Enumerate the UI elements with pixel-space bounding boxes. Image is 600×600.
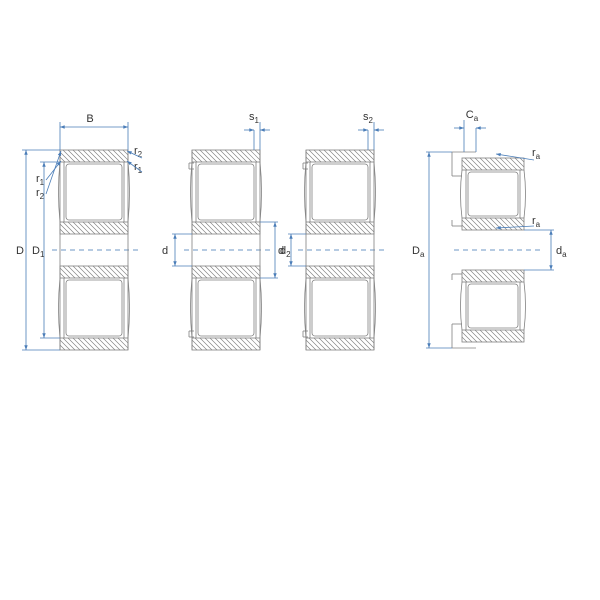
svg-text:r1: r1 xyxy=(36,173,45,187)
svg-text:D1: D1 xyxy=(32,245,45,259)
svg-text:ra: ra xyxy=(532,215,541,229)
svg-text:da: da xyxy=(556,245,567,259)
svg-text:r1: r1 xyxy=(134,161,143,175)
svg-text:ra: ra xyxy=(532,147,541,161)
svg-text:d: d xyxy=(278,245,284,257)
svg-text:s1: s1 xyxy=(249,111,260,125)
svg-text:s2: s2 xyxy=(363,111,374,125)
svg-text:B: B xyxy=(86,113,93,125)
svg-text:D: D xyxy=(16,245,24,257)
svg-text:Ca: Ca xyxy=(466,109,479,123)
svg-text:Da: Da xyxy=(412,245,425,259)
svg-text:d: d xyxy=(162,245,168,257)
svg-text:r2: r2 xyxy=(134,145,143,159)
svg-text:r2: r2 xyxy=(36,187,45,201)
bearing-dimension-diagram: Br2r1r1r2DD1dd2s1ds2CararaDada xyxy=(0,0,600,600)
